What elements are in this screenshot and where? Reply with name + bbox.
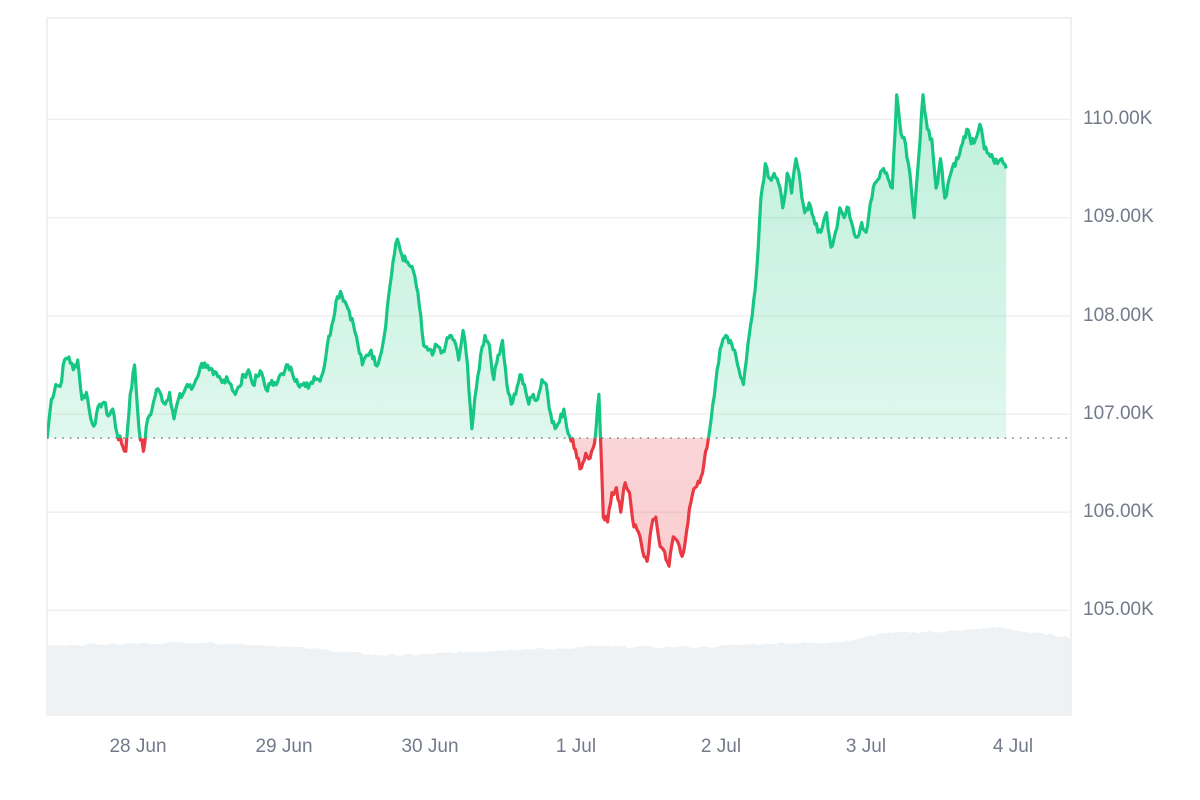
x-tick-label: 3 Jul [845, 736, 887, 757]
y-tick-label: 107.00K [1083, 403, 1154, 424]
y-tick-label: 105.00K [1083, 599, 1154, 620]
price-line-above-baseline [47, 93, 1008, 439]
x-tick-label: 1 Jul [555, 736, 597, 757]
x-tick-label: 4 Jul [992, 736, 1034, 757]
x-tick-label: 2 Jul [700, 736, 742, 757]
x-tick-label: 28 Jun [109, 736, 167, 757]
y-tick-label: 106.00K [1083, 501, 1154, 522]
y-tick-label: 110.00K [1083, 108, 1153, 129]
y-tick-label: 109.00K [1083, 206, 1154, 227]
volume-area [47, 626, 1071, 715]
y-tick-label: 108.00K [1083, 305, 1154, 326]
price-area-above-baseline [47, 94, 1007, 439]
x-tick-label: 29 Jun [255, 736, 313, 757]
x-tick-label: 30 Jun [401, 736, 459, 757]
